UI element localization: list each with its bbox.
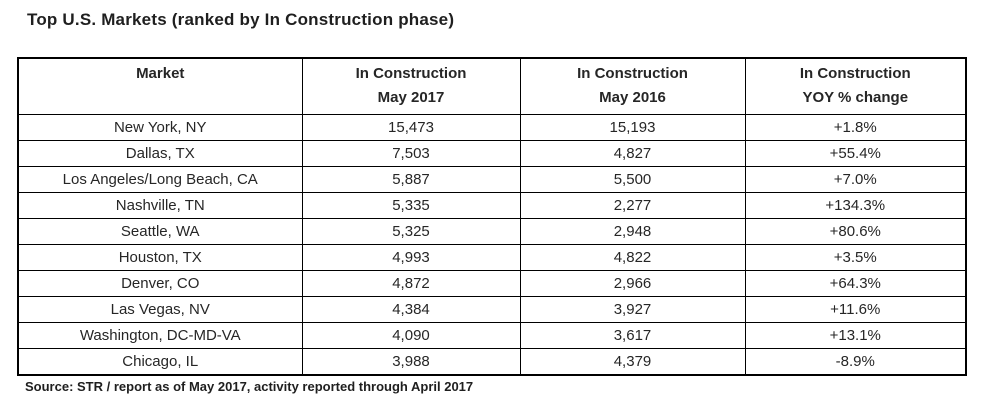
cell-in-construction-may-2017: 5,325 bbox=[301, 218, 521, 245]
table-header: Market In Construction May 2017 In Const… bbox=[17, 57, 967, 115]
cell-in-construction-may-2016: 2,966 bbox=[519, 270, 746, 297]
table-row: New York, NY 15,473 15,193 +1.8% bbox=[17, 114, 967, 141]
table-row: Seattle, WA 5,325 2,948 +80.6% bbox=[17, 218, 967, 245]
header-cell-in-construction-may-2017: In Construction May 2017 bbox=[301, 57, 521, 115]
cell-yoy-change: +55.4% bbox=[744, 140, 967, 167]
cell-market: Nashville, TN bbox=[17, 192, 303, 219]
cell-yoy-change: -8.9% bbox=[744, 348, 967, 375]
header-line: In Construction bbox=[355, 65, 467, 82]
cell-yoy-change: +80.6% bbox=[744, 218, 967, 245]
table-row: Washington, DC-MD-VA 4,090 3,617 +13.1% bbox=[17, 322, 967, 349]
source-note: Source: STR / report as of May 2017, act… bbox=[25, 379, 474, 394]
cell-yoy-change: +11.6% bbox=[744, 296, 967, 323]
cell-market: Dallas, TX bbox=[17, 140, 303, 167]
cell-in-construction-may-2016: 4,827 bbox=[519, 140, 746, 167]
cell-in-construction-may-2016: 4,822 bbox=[519, 244, 746, 271]
table-row: Las Vegas, NV 4,384 3,927 +11.6% bbox=[17, 296, 967, 323]
cell-in-construction-may-2016: 2,277 bbox=[519, 192, 746, 219]
cell-yoy-change: +64.3% bbox=[744, 270, 967, 297]
cell-in-construction-may-2016: 3,617 bbox=[519, 322, 746, 349]
cell-market: Washington, DC-MD-VA bbox=[17, 322, 303, 349]
cell-market: Las Vegas, NV bbox=[17, 296, 303, 323]
table-row: Denver, CO 4,872 2,966 +64.3% bbox=[17, 270, 967, 297]
cell-in-construction-may-2016: 15,193 bbox=[519, 114, 746, 141]
cell-in-construction-may-2017: 15,473 bbox=[301, 114, 521, 141]
cell-in-construction-may-2017: 3,988 bbox=[301, 348, 521, 375]
table-row: Chicago, IL 3,988 4,379 -8.9% bbox=[17, 348, 967, 375]
cell-market: Seattle, WA bbox=[17, 218, 303, 245]
cell-in-construction-may-2016: 2,948 bbox=[519, 218, 746, 245]
cell-market: New York, NY bbox=[17, 114, 303, 141]
header-line: In Construction bbox=[799, 65, 911, 82]
header-cell-in-construction-yoy-change: In Construction YOY % change bbox=[744, 57, 967, 115]
table-body: New York, NY 15,473 15,193 +1.8% Dallas, TX 7… bbox=[17, 114, 967, 375]
header-cell-in-construction-may-2016: In Construction May 2016 bbox=[519, 57, 746, 115]
table-row: Nashville, TN 5,335 2,277 +134.3% bbox=[17, 192, 967, 219]
cell-in-construction-may-2017: 4,384 bbox=[301, 296, 521, 323]
header-line: Market bbox=[136, 65, 185, 82]
page-title: Top U.S. Markets (ranked by In Construct… bbox=[27, 10, 455, 29]
cell-market: Houston, TX bbox=[17, 244, 303, 271]
header-line: In Construction bbox=[577, 65, 688, 82]
header-line: May 2017 bbox=[377, 89, 445, 106]
cell-yoy-change: +7.0% bbox=[744, 166, 967, 193]
cell-in-construction-may-2016: 3,927 bbox=[519, 296, 746, 323]
cell-in-construction-may-2017: 7,503 bbox=[301, 140, 521, 167]
cell-in-construction-may-2017: 4,090 bbox=[301, 322, 521, 349]
cell-in-construction-may-2016: 5,500 bbox=[519, 166, 746, 193]
cell-in-construction-may-2017: 5,335 bbox=[301, 192, 521, 219]
header-cell-market: Market bbox=[17, 57, 303, 115]
cell-market: Los Angeles/Long Beach, CA bbox=[17, 166, 303, 193]
cell-yoy-change: +134.3% bbox=[744, 192, 967, 219]
cell-in-construction-may-2016: 4,379 bbox=[519, 348, 746, 375]
cell-yoy-change: +13.1% bbox=[744, 322, 967, 349]
cell-in-construction-may-2017: 4,993 bbox=[301, 244, 521, 271]
cell-in-construction-may-2017: 4,872 bbox=[301, 270, 521, 297]
cell-market: Denver, CO bbox=[17, 270, 303, 297]
cell-market: Chicago, IL bbox=[17, 348, 303, 375]
cell-yoy-change: +1.8% bbox=[744, 114, 967, 141]
table-row: Dallas, TX 7,503 4,827 +55.4% bbox=[17, 140, 967, 167]
table-row: Houston, TX 4,993 4,822 +3.5% bbox=[17, 244, 967, 271]
cell-in-construction-may-2017: 5,887 bbox=[301, 166, 521, 193]
header-line: May 2016 bbox=[599, 89, 666, 106]
header-row: Market In Construction May 2017 In Const… bbox=[17, 57, 967, 115]
header-line: YOY % change bbox=[802, 89, 909, 106]
markets-table: Market In Construction May 2017 In Const… bbox=[17, 57, 967, 376]
cell-yoy-change: +3.5% bbox=[744, 244, 967, 271]
table-row: Los Angeles/Long Beach, CA 5,887 5,500 +7.0… bbox=[17, 166, 967, 193]
